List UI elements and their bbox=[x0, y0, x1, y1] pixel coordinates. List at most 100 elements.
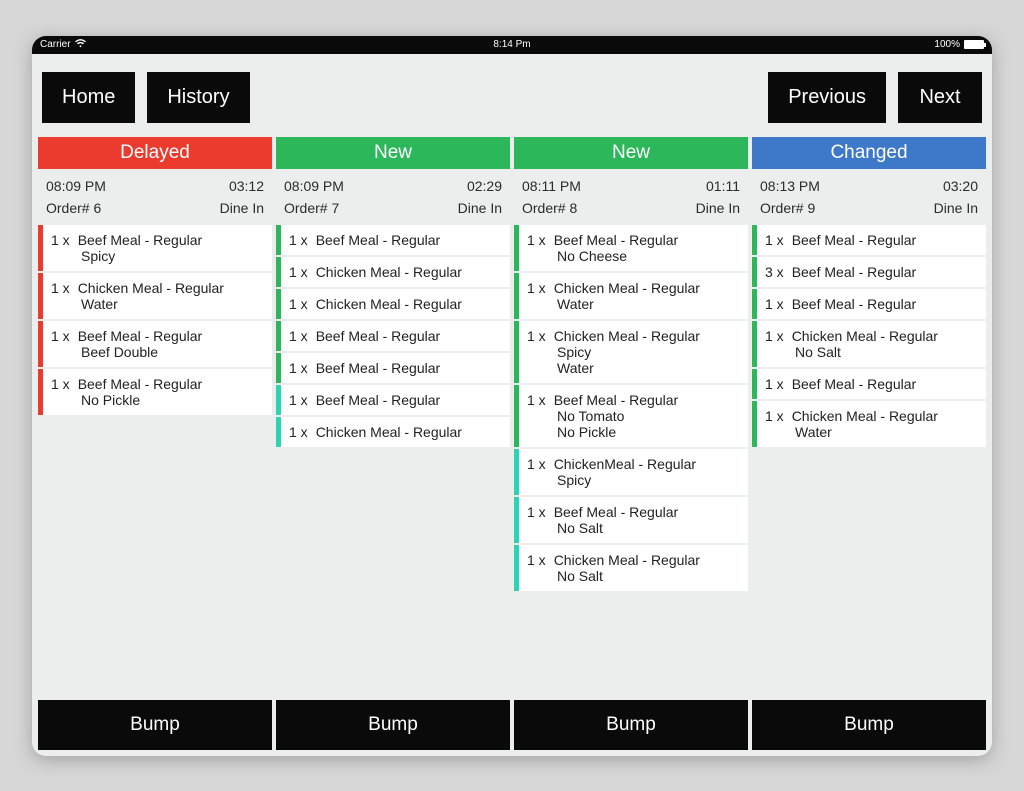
order-column: New08:11 PM01:11Order# 8Dine In1 xBeef M… bbox=[514, 137, 748, 750]
item-list: 1 xBeef Meal - Regular3 xBeef Meal - Reg… bbox=[752, 223, 986, 696]
item-modifier: Water bbox=[557, 360, 740, 376]
item-qty: 3 x bbox=[765, 264, 784, 280]
item-name: Beef Meal - Regular bbox=[316, 360, 502, 376]
carrier-label: Carrier bbox=[40, 39, 71, 50]
order-item[interactable]: 1 x Beef Meal - Regular bbox=[276, 353, 510, 383]
order-item[interactable]: 1 xChicken Meal - Regular bbox=[276, 289, 510, 319]
order-columns: Delayed08:09 PM03:12Order# 6Dine In1 xBe… bbox=[32, 137, 992, 756]
order-item[interactable]: 1 xChicken Meal - Regular bbox=[276, 417, 510, 447]
order-item[interactable]: 1 xBeef Meal - Regular bbox=[276, 321, 510, 351]
service-type: Dine In bbox=[458, 200, 502, 216]
item-modifier: No Pickle bbox=[81, 392, 264, 408]
item-name: Chicken Meal - Regular bbox=[792, 328, 978, 344]
order-item[interactable]: 1 xBeef Meal - RegularBeef Double bbox=[38, 321, 272, 367]
previous-button[interactable]: Previous bbox=[768, 72, 886, 123]
order-item[interactable]: 1 x Beef Meal - Regular bbox=[276, 385, 510, 415]
order-time: 08:09 PM bbox=[46, 178, 106, 194]
item-qty: 1 x bbox=[527, 232, 546, 248]
service-type: Dine In bbox=[696, 200, 740, 216]
bump-button[interactable]: Bump bbox=[752, 700, 986, 750]
order-elapsed: 03:12 bbox=[229, 178, 264, 194]
item-name: Beef Meal - Regular bbox=[554, 504, 740, 520]
order-item[interactable]: 1 xBeef Meal - RegularNo TomatoNo Pickle bbox=[514, 385, 748, 447]
next-button[interactable]: Next bbox=[898, 72, 982, 123]
battery-icon bbox=[964, 40, 984, 49]
order-item[interactable]: 1 x Chicken Meal - Regular bbox=[276, 257, 510, 287]
order-elapsed: 01:11 bbox=[706, 178, 740, 194]
item-qty: 1 x bbox=[289, 264, 308, 280]
order-column: Delayed08:09 PM03:12Order# 6Dine In1 xBe… bbox=[38, 137, 272, 750]
column-meta: 08:09 PM02:29Order# 7Dine In bbox=[276, 169, 510, 223]
item-modifier: No Tomato bbox=[557, 408, 740, 424]
order-item[interactable]: 1 xChicken Meal - RegularWater bbox=[38, 273, 272, 319]
item-name: Beef Meal - Regular bbox=[78, 232, 264, 248]
item-name: Beef Meal - Regular bbox=[316, 232, 502, 248]
column-meta: 08:13 PM03:20Order# 9Dine In bbox=[752, 169, 986, 223]
order-item[interactable]: 1 x Chicken Meal - RegularSpicyWater bbox=[514, 321, 748, 383]
item-qty: 1 x bbox=[527, 552, 546, 568]
item-qty: 1 x bbox=[289, 360, 308, 376]
order-item[interactable]: 3 xBeef Meal - Regular bbox=[752, 257, 986, 287]
item-modifier: Water bbox=[795, 424, 978, 440]
item-name: Chicken Meal - Regular bbox=[316, 264, 502, 280]
item-qty: 1 x bbox=[527, 328, 546, 344]
item-name: Chicken Meal - Regular bbox=[78, 280, 264, 296]
order-item[interactable]: 1 xBeef Meal - Regular bbox=[752, 225, 986, 255]
order-item[interactable]: 1 xChicken Meal - RegularNo Salt bbox=[752, 321, 986, 367]
order-column: New08:09 PM02:29Order# 7Dine In1 xBeef M… bbox=[276, 137, 510, 750]
home-button[interactable]: Home bbox=[42, 72, 135, 123]
item-name: Chicken Meal - Regular bbox=[554, 280, 740, 296]
item-qty: 1 x bbox=[289, 392, 308, 408]
order-item[interactable]: 1 xBeef Meal - Regular bbox=[752, 289, 986, 319]
device-frame: Carrier 8:14 Pm 100% Home History Previo… bbox=[32, 36, 992, 756]
order-item[interactable]: 1 xChicken Meal - RegularWater bbox=[514, 273, 748, 319]
item-name: Beef Meal - Regular bbox=[316, 392, 502, 408]
item-name: Chicken Meal - Regular bbox=[316, 296, 502, 312]
item-modifier: Spicy bbox=[81, 248, 264, 264]
item-qty: 1 x bbox=[289, 424, 308, 440]
item-qty: 1 x bbox=[527, 392, 546, 408]
item-qty: 1 x bbox=[765, 232, 784, 248]
item-modifier: Water bbox=[557, 296, 740, 312]
order-number: Order# 6 bbox=[46, 200, 101, 216]
item-name: Chicken Meal - Regular bbox=[554, 552, 740, 568]
bump-button[interactable]: Bump bbox=[38, 700, 272, 750]
item-modifier: No Salt bbox=[557, 568, 740, 584]
column-status-header: Delayed bbox=[38, 137, 272, 169]
order-time: 08:09 PM bbox=[284, 178, 344, 194]
item-qty: 1 x bbox=[765, 408, 784, 424]
order-item[interactable]: 1 xBeef Meal - Regular bbox=[276, 225, 510, 255]
order-item[interactable]: 1 xBeef Meal - RegularNo Pickle bbox=[38, 369, 272, 415]
item-modifier: No Cheese bbox=[557, 248, 740, 264]
item-modifier: Spicy bbox=[557, 344, 740, 360]
item-modifier: Water bbox=[81, 296, 264, 312]
item-name: Beef Meal - Regular bbox=[554, 392, 740, 408]
toolbar: Home History Previous Next bbox=[32, 54, 992, 137]
order-number: Order# 7 bbox=[284, 200, 339, 216]
order-item[interactable]: 1 xBeef Meal - RegularNo Salt bbox=[514, 497, 748, 543]
column-meta: 08:11 PM01:11Order# 8Dine In bbox=[514, 169, 748, 223]
statusbar-time: 8:14 Pm bbox=[493, 39, 530, 50]
order-item[interactable]: 1 xBeef Meal - RegularNo Cheese bbox=[514, 225, 748, 271]
bump-button[interactable]: Bump bbox=[276, 700, 510, 750]
item-name: Chicken Meal - Regular bbox=[554, 328, 740, 344]
column-status-header: Changed bbox=[752, 137, 986, 169]
order-item[interactable]: 1 xBeef Meal - RegularSpicy bbox=[38, 225, 272, 271]
item-qty: 1 x bbox=[289, 328, 308, 344]
item-modifier: Spicy bbox=[557, 472, 740, 488]
item-name: Beef Meal - Regular bbox=[792, 296, 978, 312]
order-item[interactable]: 1 x Chicken Meal - RegularNo Salt bbox=[514, 545, 748, 591]
item-modifier: No Salt bbox=[557, 520, 740, 536]
item-qty: 1 x bbox=[765, 376, 784, 392]
order-elapsed: 03:20 bbox=[943, 178, 978, 194]
order-item[interactable]: 1 xChicken Meal - RegularWater bbox=[752, 401, 986, 447]
order-item[interactable]: 1 xChickenMeal - RegularSpicy bbox=[514, 449, 748, 495]
item-qty: 1 x bbox=[51, 328, 70, 344]
item-list: 1 x Beef Meal - Regular 1 x Chicken Meal - … bbox=[276, 223, 510, 696]
bump-button[interactable]: Bump bbox=[514, 700, 748, 750]
item-qty: 1 x bbox=[765, 328, 784, 344]
order-item[interactable]: 1 x Beef Meal - Regular bbox=[752, 369, 986, 399]
item-name: Beef Meal - Regular bbox=[792, 376, 978, 392]
history-button[interactable]: History bbox=[147, 72, 249, 123]
item-name: ChickenMeal - Regular bbox=[554, 456, 740, 472]
